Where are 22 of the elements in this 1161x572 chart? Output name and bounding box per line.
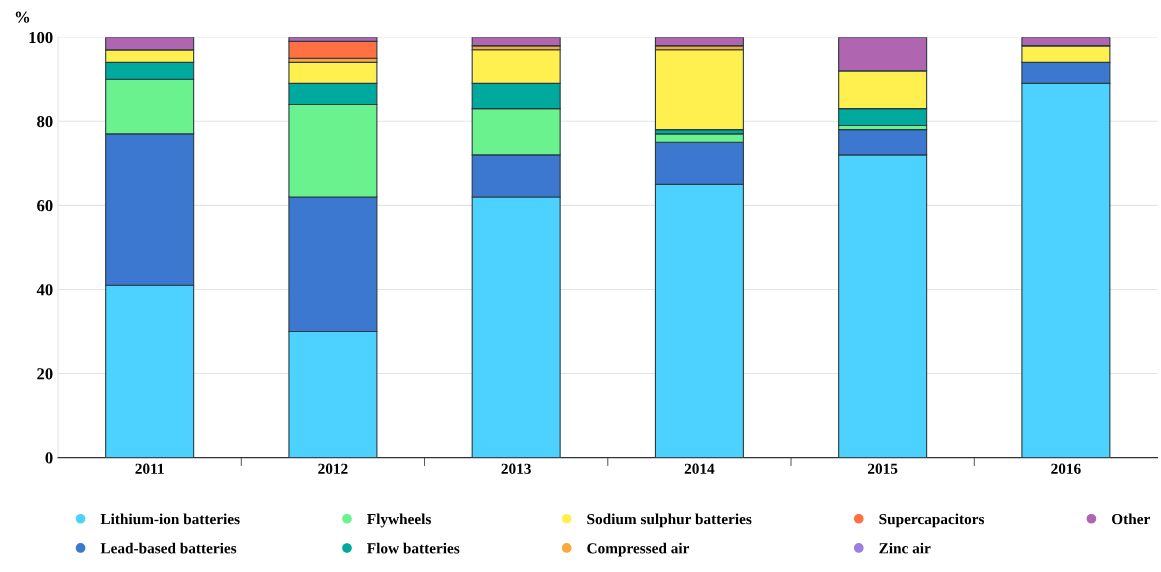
legend-label: Other (1112, 513, 1150, 525)
legend-label: Supercapacitors (879, 513, 985, 528)
legend-label: Zinc air (879, 542, 931, 554)
y-tick-label: 20 (37, 368, 53, 380)
x-tick-label: 2013 (501, 463, 531, 474)
y-tick-label: 60 (37, 200, 53, 212)
y-tick-label: 80 (37, 115, 53, 128)
y-axis-title: % (15, 11, 30, 23)
legend-label: Sodium sulphur batteries (587, 513, 752, 528)
legend-label: Flywheels (367, 513, 431, 528)
x-tick-label: 2014 (684, 463, 715, 474)
y-tick-label: 40 (36, 284, 53, 296)
legend-label: Compressed air (587, 542, 690, 557)
legend-label: Lead-based batteries (100, 542, 237, 554)
y-tick-label: 0 (45, 452, 53, 464)
x-tick-label: 2011 (135, 463, 164, 474)
legend-label: Flow batteries (367, 542, 460, 554)
x-tick-label: 2016 (1051, 463, 1081, 474)
legend-label: Lithium-ion batteries (100, 513, 240, 525)
x-tick-label: 2015 (868, 463, 898, 474)
y-tick-label: 100 (29, 31, 53, 44)
x-tick-label: 2012 (318, 463, 348, 474)
